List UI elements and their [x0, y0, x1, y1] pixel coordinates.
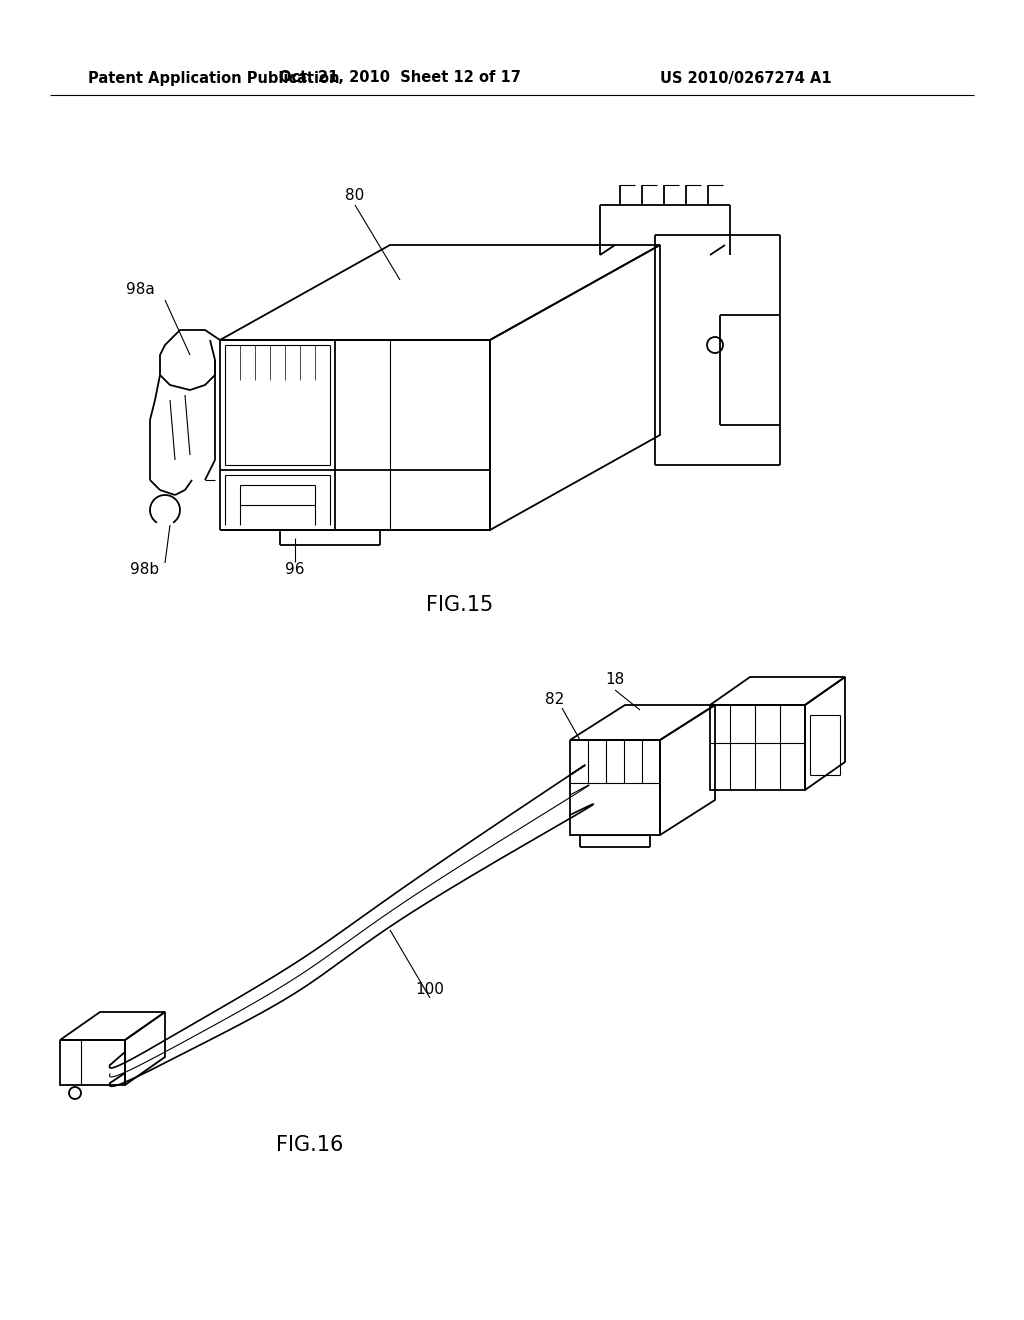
- Text: 96: 96: [286, 562, 305, 578]
- Text: 80: 80: [345, 187, 365, 202]
- Text: FIG.15: FIG.15: [426, 595, 494, 615]
- Text: FIG.16: FIG.16: [276, 1135, 344, 1155]
- Text: 18: 18: [605, 672, 625, 688]
- Text: 98b: 98b: [130, 562, 160, 578]
- Text: 98a: 98a: [126, 282, 155, 297]
- Text: 82: 82: [546, 693, 564, 708]
- Text: US 2010/0267274 A1: US 2010/0267274 A1: [660, 70, 831, 86]
- Text: Oct. 21, 2010  Sheet 12 of 17: Oct. 21, 2010 Sheet 12 of 17: [280, 70, 521, 86]
- Text: 100: 100: [416, 982, 444, 998]
- Text: Patent Application Publication: Patent Application Publication: [88, 70, 340, 86]
